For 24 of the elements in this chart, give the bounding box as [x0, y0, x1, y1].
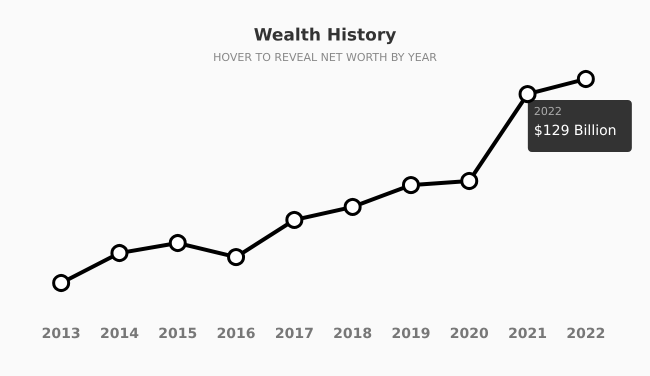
chart-subtitle: HOVER TO REVEAL NET WORTH BY YEAR — [213, 51, 438, 64]
x-tick-label: 2013 — [42, 326, 81, 342]
point — [285, 210, 304, 229]
chart-title: Wealth History — [254, 26, 396, 46]
point — [227, 248, 246, 266]
x-tick-label: 2019 — [391, 326, 430, 342]
x-tick-label: 2016 — [216, 326, 256, 342]
x-tick-label: 2021 — [508, 326, 548, 342]
point — [168, 234, 187, 252]
x-tick-label: 2014 — [100, 326, 140, 342]
point — [110, 244, 128, 262]
x-tick-label: 2015 — [158, 326, 198, 342]
annotation: $129 Billion — [534, 123, 617, 139]
point — [576, 70, 595, 88]
point — [402, 176, 420, 194]
x-tick-label: 2017 — [274, 326, 314, 342]
x-tick-label: 2020 — [450, 326, 489, 342]
x-tick-label: 2022 — [566, 326, 606, 342]
point — [518, 85, 537, 104]
x-tick-label: 2018 — [333, 326, 372, 342]
annotation: 2022 — [534, 105, 562, 118]
point — [460, 172, 478, 190]
point — [52, 274, 70, 292]
point — [344, 198, 362, 216]
